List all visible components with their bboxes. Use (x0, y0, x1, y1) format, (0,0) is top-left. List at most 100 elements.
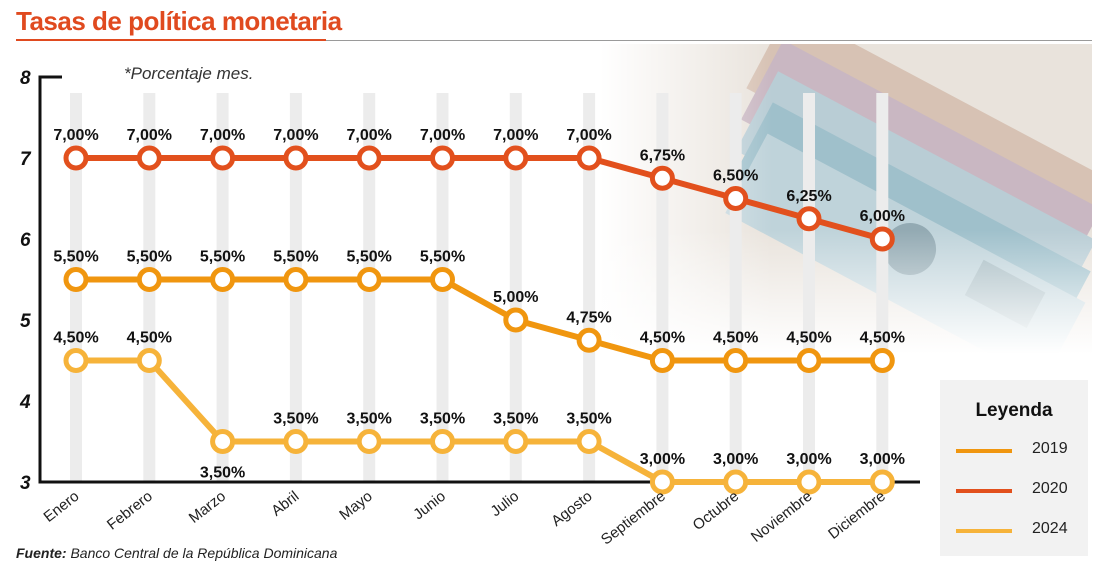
point-2024 (723, 469, 749, 495)
point-2020 (649, 165, 675, 191)
legend: Leyenda 2019 2020 2024 (940, 380, 1088, 556)
x-tick-label: Marzo (186, 488, 229, 527)
y-tick-label: 7 (20, 149, 32, 170)
banknotes-photo (600, 44, 1092, 354)
point-2019 (576, 327, 602, 353)
point-2024 (136, 348, 162, 373)
point-2024 (210, 429, 236, 454)
point-2019 (210, 267, 236, 292)
legend-item-2024: 2024 (956, 520, 1086, 540)
x-tick-label: Junio (410, 488, 449, 523)
series-line-2019 (76, 276, 883, 364)
bg-column (803, 93, 815, 482)
point-2024 (503, 429, 529, 454)
y-tick-label: 3 (20, 473, 31, 494)
chart-title: Tasas de política monetaria (16, 6, 342, 36)
point-2024 (63, 348, 89, 373)
point-2019 (430, 267, 455, 292)
legend-swatch-2019 (956, 449, 1012, 453)
data-label-2024: 3,50% (347, 411, 392, 428)
x-tick-label: Septiembre (598, 488, 669, 549)
x-tick-label: Agosto (548, 488, 595, 530)
series-line-2020 (76, 155, 884, 242)
point-2024 (356, 429, 382, 454)
point-2024 (430, 429, 455, 454)
source-note: Fuente: Banco Central de la República Do… (16, 545, 337, 561)
x-tick-label: Noviembre (748, 488, 816, 546)
point-2020 (63, 145, 89, 171)
x-tick-label: Enero (40, 488, 82, 526)
point-2020 (210, 145, 236, 171)
data-label-2024: 4,50% (53, 330, 98, 347)
source-label: Fuente: (16, 545, 67, 561)
x-tick-label: Octubre (690, 488, 743, 534)
chart-note: *Porcentaje mes. (124, 64, 254, 83)
data-label-2024: 3,50% (273, 411, 318, 428)
point-2020 (503, 145, 529, 171)
title-divider (16, 40, 1092, 41)
data-label-2020: 6,50% (713, 168, 758, 185)
data-label-2024: 4,50% (127, 330, 172, 347)
point-2024 (649, 469, 675, 495)
background-columns (70, 93, 889, 482)
data-label-2020: 7,00% (347, 127, 392, 144)
point-2020 (356, 145, 382, 171)
x-tick-label: Febrero (104, 488, 156, 534)
data-label-2019: 5,50% (53, 249, 98, 266)
point-2020 (430, 145, 455, 171)
title-underline (16, 39, 326, 41)
y-tick-label: 6 (20, 230, 31, 251)
data-label-2024: 3,50% (566, 411, 611, 428)
source-text: Banco Central de la República Dominicana (66, 545, 338, 561)
legend-swatch-2024 (956, 529, 1012, 533)
point-2019 (723, 348, 749, 373)
bg-column (729, 93, 742, 482)
x-tick-label: Abril (268, 488, 302, 520)
data-label-2019: 4,50% (640, 330, 685, 347)
data-label-2020: 6,75% (640, 147, 685, 164)
data-label-2024: 3,50% (493, 411, 538, 428)
data-label-2019: 5,50% (347, 249, 392, 266)
y-tick-label: 5 (20, 311, 31, 332)
y-tick-label: 4 (19, 392, 31, 413)
point-2019 (796, 348, 822, 373)
x-axis-labels: Enero Febrero Marzo Abril Mayo Junio Julio Agos… (40, 488, 888, 549)
data-label-2024: 3,00% (786, 451, 831, 468)
data-label-2020: 7,00% (420, 127, 465, 144)
data-label-2019: 4,50% (860, 330, 905, 347)
legend-label-2024: 2024 (1032, 520, 1068, 537)
data-label-2020: 6,25% (786, 188, 831, 205)
x-tick-label: Mayo (336, 488, 375, 524)
legend-item-2020: 2020 (956, 480, 1086, 500)
legend-item-2019: 2019 (956, 440, 1086, 460)
point-2019 (136, 267, 162, 292)
x-tick-label: Julio (487, 488, 522, 520)
point-2019 (869, 348, 895, 373)
series-layer (63, 145, 895, 495)
axis-lines (38, 75, 920, 484)
point-2020 (796, 206, 822, 232)
y-tick-label: 8 (20, 68, 31, 89)
bg-column (876, 93, 889, 482)
series-line-2024 (76, 357, 883, 485)
data-label-2020: 7,00% (273, 127, 318, 144)
point-2019 (649, 348, 675, 373)
data-label-2019: 4,50% (786, 330, 831, 347)
bg-column (583, 93, 596, 482)
data-label-2019: 4,75% (566, 309, 611, 326)
legend-label-2020: 2020 (1032, 480, 1068, 497)
bg-column (509, 93, 522, 482)
point-2020 (576, 145, 602, 171)
point-2019 (503, 307, 529, 333)
data-label-2020: 7,00% (53, 127, 98, 144)
data-label-2020: 7,00% (200, 127, 245, 144)
data-label-2020: 6,00% (860, 208, 905, 225)
data-label-2020: 7,00% (566, 127, 611, 144)
legend-label-2019: 2019 (1032, 440, 1068, 457)
legend-title: Leyenda (975, 400, 1053, 421)
point-2024 (283, 429, 309, 454)
data-labels: 7,00% 7,00% 7,00% 7,00% 7,00% 7,00% 7,00% 7,00%… (53, 127, 905, 482)
point-2019 (63, 267, 89, 292)
data-label-2019: 5,00% (493, 289, 538, 306)
